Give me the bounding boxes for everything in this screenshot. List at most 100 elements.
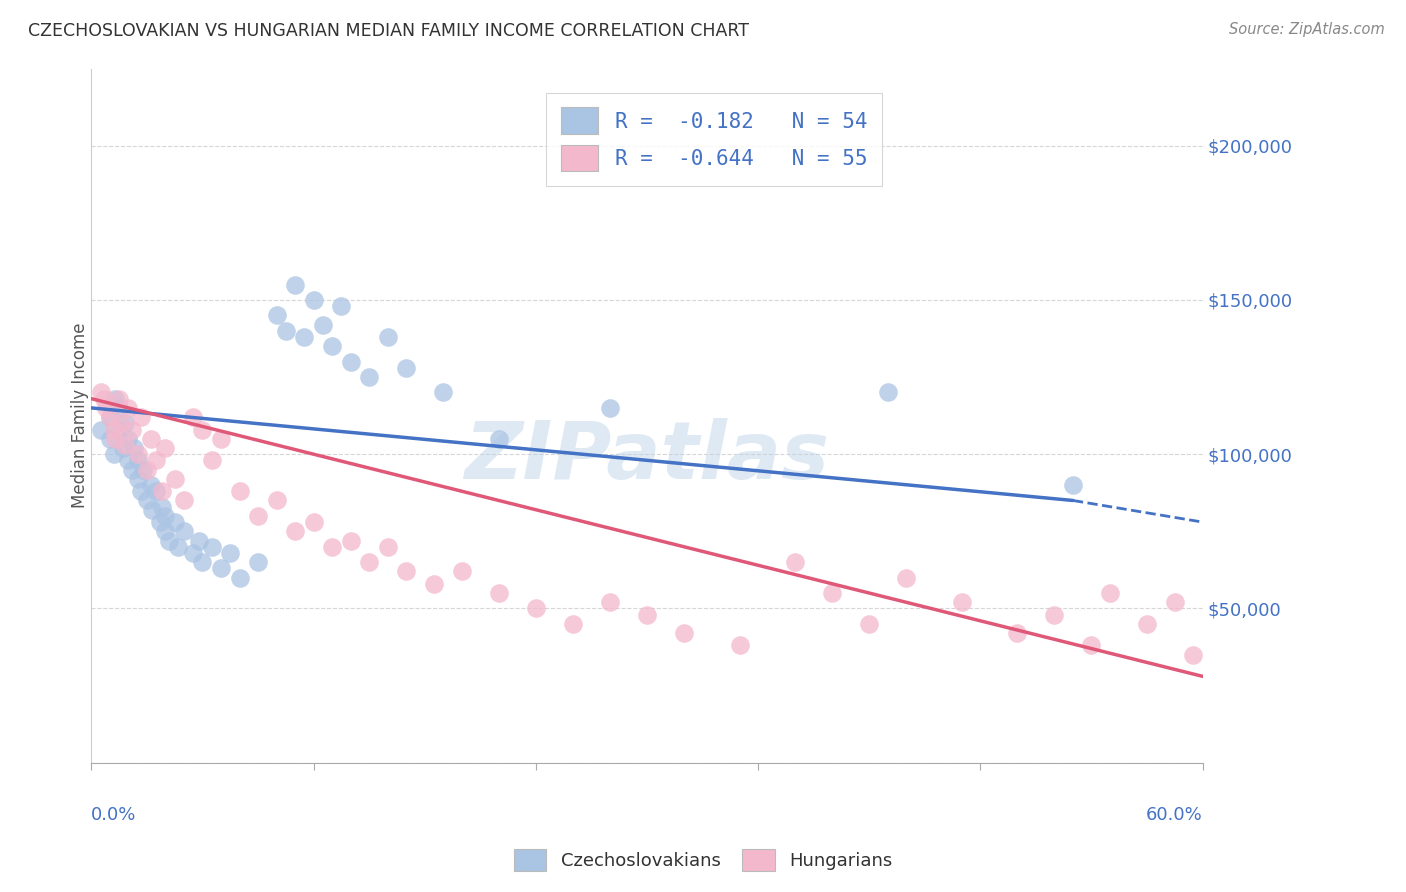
Point (117, 453, 139, 467)
Point (266, 493, 288, 508)
Point (488, 432, 510, 446)
Point (1080, 639, 1102, 653)
Text: CZECHOSLOVAKIAN VS HUNGARIAN MEDIAN FAMILY INCOME CORRELATION CHART: CZECHOSLOVAKIAN VS HUNGARIAN MEDIAN FAMI… (28, 22, 749, 40)
Point (876, 385, 898, 400)
Point (450, 565, 472, 579)
Point (108, 423, 131, 437)
Point (122, 441, 145, 455)
Point (145, 453, 167, 467)
Point (173, 524, 195, 539)
Point (359, 370, 381, 384)
Point (108, 401, 131, 415)
Point (98, 410, 121, 425)
Point (821, 586, 844, 600)
Point (167, 540, 190, 554)
Point (561, 616, 583, 631)
Point (395, 565, 418, 579)
Point (209, 432, 232, 446)
Point (302, 515, 325, 529)
Point (150, 500, 173, 514)
Point (121, 462, 143, 476)
Point (1182, 648, 1205, 662)
Point (127, 453, 149, 467)
Point (145, 484, 167, 499)
Point (1062, 478, 1084, 492)
Point (524, 601, 547, 615)
Point (359, 555, 381, 569)
Point (302, 293, 325, 307)
Point (247, 508, 270, 523)
Point (228, 571, 250, 585)
Point (121, 423, 143, 437)
Point (274, 324, 297, 338)
Point (187, 533, 209, 548)
Point (163, 472, 186, 486)
Point (339, 533, 361, 548)
Point (141, 502, 163, 516)
Point (423, 576, 446, 591)
Point (1043, 607, 1066, 622)
Point (377, 540, 399, 554)
Point (636, 607, 658, 622)
Text: 0.0%: 0.0% (91, 806, 136, 824)
Point (104, 432, 127, 446)
Point (132, 462, 155, 476)
Point (127, 472, 149, 486)
Point (139, 432, 162, 446)
Text: ZIPatlas: ZIPatlas (464, 418, 830, 496)
Point (90, 385, 112, 400)
Point (111, 441, 134, 455)
Point (181, 410, 204, 425)
Point (672, 626, 695, 640)
Legend: R =  -0.182   N = 54, R =  -0.644   N = 55: R = -0.182 N = 54, R = -0.644 N = 55 (547, 93, 882, 186)
Point (135, 493, 157, 508)
Point (127, 447, 149, 461)
Point (1007, 626, 1029, 640)
Point (155, 441, 177, 455)
Point (201, 453, 224, 467)
Point (191, 555, 214, 569)
Point (395, 360, 418, 375)
Point (284, 524, 307, 539)
Point (339, 354, 361, 368)
Legend: Czechoslovakians, Hungarians: Czechoslovakians, Hungarians (506, 842, 900, 879)
Point (98, 410, 121, 425)
Point (1164, 595, 1187, 609)
Point (1136, 616, 1159, 631)
Text: Source: ZipAtlas.com: Source: ZipAtlas.com (1229, 22, 1385, 37)
Point (139, 478, 162, 492)
Point (163, 515, 186, 529)
Point (96, 401, 118, 415)
Point (135, 462, 157, 476)
Point (896, 571, 918, 585)
Point (488, 586, 510, 600)
Point (110, 417, 132, 431)
Point (103, 423, 125, 437)
Point (1098, 586, 1121, 600)
Point (219, 546, 242, 560)
Point (104, 392, 127, 406)
Point (432, 385, 454, 400)
Point (191, 423, 214, 437)
Point (312, 318, 335, 332)
Point (131, 484, 153, 499)
Point (209, 561, 232, 575)
Point (93, 392, 115, 406)
Point (157, 533, 180, 548)
Point (155, 508, 177, 523)
Point (377, 330, 399, 344)
Point (284, 277, 307, 292)
Point (950, 595, 973, 609)
Point (728, 639, 751, 653)
Point (785, 555, 807, 569)
Point (114, 417, 136, 431)
Point (228, 484, 250, 499)
Point (266, 309, 288, 323)
Point (149, 515, 172, 529)
Point (98, 432, 121, 446)
Point (114, 438, 136, 452)
Point (117, 401, 139, 415)
Point (321, 540, 343, 554)
Point (321, 339, 343, 353)
Point (599, 401, 621, 415)
